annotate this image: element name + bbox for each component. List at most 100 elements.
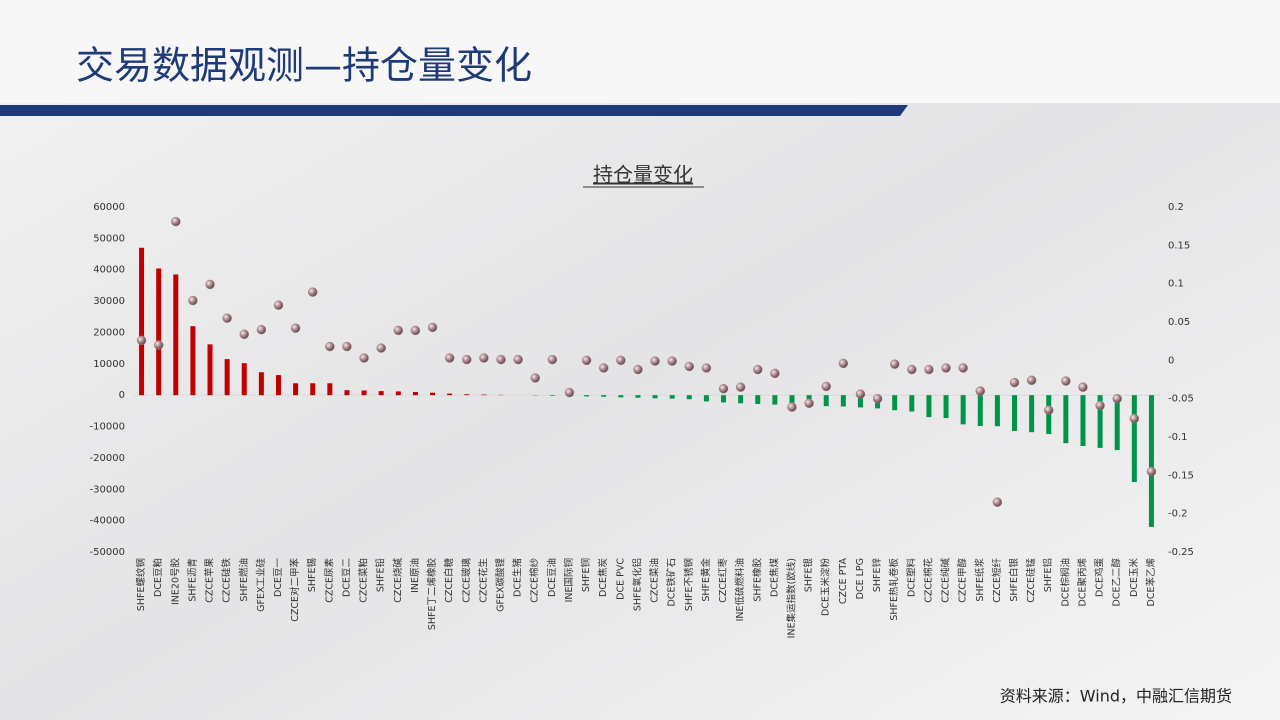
- dot: [153, 340, 164, 350]
- dot: [821, 381, 831, 392]
- bar: [447, 393, 453, 396]
- dot: [889, 359, 900, 369]
- bar: [344, 390, 350, 396]
- x-tick-label: CZCE纯碱: [940, 558, 952, 603]
- bar: [857, 395, 863, 408]
- y-tick-label: 40000: [93, 265, 125, 276]
- dot: [530, 373, 540, 383]
- bar: [481, 394, 487, 396]
- x-tick-label: SHFE纸浆: [974, 558, 986, 602]
- dot: [205, 279, 215, 290]
- bar: [430, 392, 436, 396]
- y-tick-label: -10000: [90, 422, 125, 433]
- bar: [139, 247, 145, 396]
- bar: [327, 383, 333, 396]
- y2-tick-label: -0.15: [1168, 470, 1194, 481]
- y-tick-label: -40000: [90, 516, 125, 527]
- header-band: [0, 0, 1280, 103]
- source-note: 资料来源：Wind，中融汇信期货: [1000, 687, 1232, 706]
- dot: [684, 361, 695, 372]
- dot: [342, 341, 352, 352]
- dot: [804, 398, 814, 409]
- x-tick-label: CZCE甲醇: [957, 558, 969, 603]
- dot: [1009, 377, 1020, 388]
- bar: [173, 274, 179, 396]
- bar: [275, 375, 281, 396]
- x-tick-label: SHFE橡胶: [751, 558, 763, 602]
- dot: [462, 354, 472, 365]
- dot: [547, 354, 558, 365]
- x-tick-label: SHFE铅: [375, 558, 387, 593]
- x-tick-label: INE集运指数(欧线): [785, 558, 797, 638]
- dot: [444, 353, 455, 363]
- dot: [667, 356, 677, 366]
- dot: [855, 389, 866, 399]
- bar: [1114, 395, 1120, 451]
- bar: [190, 326, 196, 396]
- x-tick-label: DCE豆粕: [152, 558, 164, 597]
- bar: [618, 395, 624, 398]
- x-tick-label: CZCE菜粕: [358, 558, 370, 603]
- dot: [410, 325, 421, 336]
- y-tick-label: -50000: [90, 547, 125, 558]
- dot: [1146, 466, 1157, 477]
- dot: [1095, 400, 1105, 411]
- bar: [310, 383, 316, 396]
- bar: [789, 395, 795, 406]
- x-tick-label: SHFE氧化铝: [631, 558, 643, 611]
- y-tick-label: 0: [119, 390, 125, 401]
- bar: [909, 395, 915, 412]
- dot: [958, 363, 968, 373]
- dot: [273, 300, 284, 310]
- bar: [840, 395, 846, 407]
- y2-tick-label: -0.05: [1168, 394, 1194, 405]
- plot: 60000 50000 40000 30000 20000 10000 0 -10000 -20…: [90, 202, 1194, 638]
- x-tick-label: DCE焦煤: [768, 558, 780, 597]
- bar: [293, 383, 299, 396]
- dot: [239, 329, 250, 340]
- bar: [1012, 395, 1018, 431]
- dot: [496, 354, 506, 365]
- bar: [378, 391, 384, 396]
- bar: [721, 395, 727, 403]
- dot: [256, 324, 267, 335]
- bar: [755, 395, 761, 404]
- x-tick-label: CZCE菜油: [649, 558, 661, 603]
- x-tick-label: CZCE苹果: [204, 558, 216, 603]
- y-tick-label: 30000: [93, 296, 125, 307]
- bar: [361, 390, 367, 396]
- dot: [393, 325, 404, 336]
- x-tick-label: INE国际铜: [563, 558, 575, 602]
- x-tick-label: SHFE银: [803, 558, 815, 593]
- bar: [635, 395, 641, 398]
- dot: [325, 341, 335, 352]
- x-tick-label: GFEX工业硅: [255, 558, 267, 612]
- x-tick-label: CZCE棉花: [922, 558, 934, 603]
- bar: [224, 359, 230, 396]
- dot: [564, 387, 575, 398]
- x-tick-label: SHFE燃油: [238, 558, 250, 602]
- bar: [977, 395, 983, 426]
- dot: [359, 353, 369, 363]
- x-tick-label: CZCE花生: [477, 558, 489, 603]
- y2-tick-label: 0.2: [1168, 202, 1184, 213]
- x-tick-label: GFEX碳酸锂: [495, 558, 507, 612]
- dot: [907, 364, 917, 375]
- x-tick-label: DCE玉米淀粉: [820, 558, 832, 616]
- x-tick-label: CZCE红枣: [717, 558, 729, 603]
- dot: [753, 364, 763, 375]
- x-tick-label: SHFE白银: [1008, 558, 1020, 602]
- x-tick-label: CZCE尿素: [323, 558, 335, 603]
- dot: [735, 382, 746, 392]
- x-tick-label: DCE鸡蛋: [1094, 558, 1106, 597]
- x-tick-label: CZCE PTA: [838, 558, 849, 605]
- bar: [601, 395, 607, 397]
- bar: [395, 391, 401, 396]
- x-tick-label: SHFE铝: [1042, 558, 1054, 592]
- x-tick-label: CZCE烧碱: [392, 558, 404, 603]
- y-tick-label: 20000: [93, 327, 125, 338]
- bar: [738, 395, 744, 404]
- x-tick-label: DCE玉米: [1128, 558, 1140, 597]
- dot: [1043, 405, 1054, 415]
- bar: [464, 394, 470, 396]
